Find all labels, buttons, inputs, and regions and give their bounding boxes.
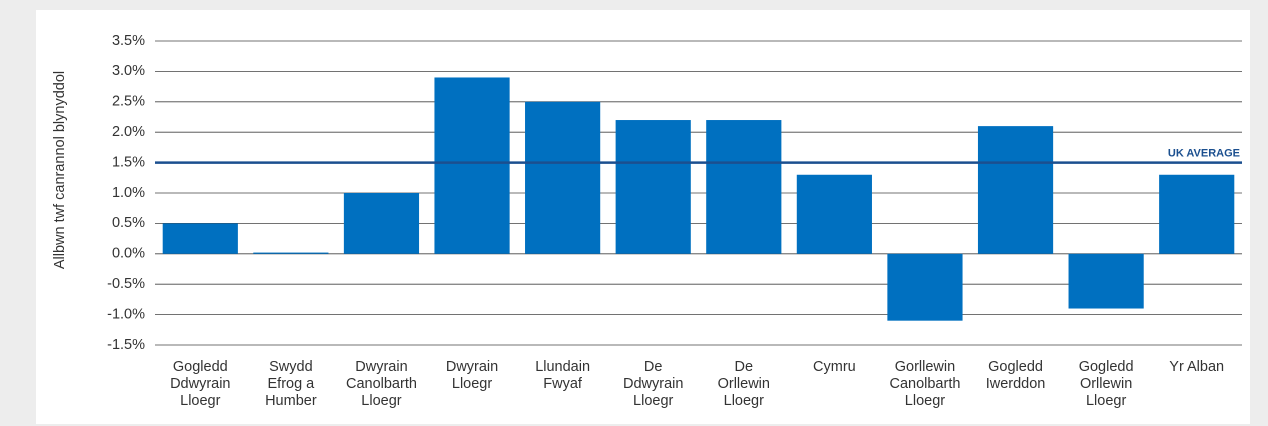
y-tick-label: -0.5% (107, 276, 145, 292)
x-tick-label-line: Dwyrain (355, 359, 407, 375)
bar (796, 174, 872, 254)
y-axis-label: Allbwn twf canrannol blynyddol (52, 71, 68, 269)
x-tick-label-line: Ddwyrain (170, 376, 230, 392)
x-tick-label: Llundain Fwyaf (535, 359, 590, 392)
bar (525, 101, 601, 254)
x-tick-label-line: Swydd (269, 359, 313, 375)
bar (977, 126, 1054, 254)
y-tick-label: -1.5% (107, 337, 145, 353)
y-tick-label: 2.0% (112, 124, 145, 140)
x-tick-label: Gorllewin Canolbarth Lloegr (889, 359, 960, 409)
x-tick-label-line: Lloegr (361, 393, 401, 409)
x-tick-label: Gogledd Ddwyrain Lloegr (170, 359, 230, 409)
x-tick-label-line: Yr Alban (1169, 359, 1224, 375)
x-tick-label-line: De (644, 359, 663, 375)
x-tick-label-line: Lloegr (633, 393, 673, 409)
x-tick-label-line: Dwyrain (446, 359, 498, 375)
bar (887, 253, 963, 321)
bar (434, 77, 510, 254)
x-tick-label-line: De (735, 359, 754, 375)
x-tick-label-line: Gogledd (1079, 359, 1134, 375)
bar (343, 193, 420, 254)
x-tick-label: Swydd Efrog a Humber (265, 359, 317, 409)
x-tick-label-line: Canolbarth (346, 376, 417, 392)
x-tick-label-line: Lloegr (180, 393, 220, 409)
x-tick-label: Dwyrain Canolbarth Lloegr (346, 359, 417, 409)
bar (253, 252, 329, 254)
reference-line-label: UK AVERAGE (1168, 148, 1240, 160)
x-tick-label-line: Orllewin (1080, 376, 1132, 392)
bar (706, 120, 782, 254)
bar (615, 120, 691, 254)
x-tick-label: Yr Alban (1169, 359, 1224, 375)
bar (162, 223, 238, 254)
y-tick-label: 1.0% (112, 185, 145, 201)
x-tick-label: De Ddwyrain Lloegr (623, 359, 683, 409)
x-tick-label-line: Canolbarth (889, 376, 960, 392)
x-tick-label: Cymru (813, 359, 856, 375)
x-tick-label-line: Lloegr (452, 376, 492, 392)
x-tick-label-line: Ddwyrain (623, 376, 683, 392)
x-tick-label-line: Llundain (535, 359, 590, 375)
y-tick-label: 3.0% (112, 63, 145, 79)
y-tick-label: 1.5% (112, 154, 145, 170)
x-tick-label-line: Lloegr (905, 393, 945, 409)
x-tick-label-line: Fwyaf (543, 376, 583, 392)
x-tick-label: Dwyrain Lloegr (446, 359, 498, 392)
y-tick-label: 0.0% (112, 246, 145, 262)
x-tick-label-line: Humber (265, 393, 317, 409)
x-tick-label: De Orllewin Lloegr (718, 359, 770, 409)
x-tick-label-line: Lloegr (724, 393, 764, 409)
x-tick-label-line: Lloegr (1086, 393, 1126, 409)
x-tick-label-line: Gogledd (173, 359, 228, 375)
x-tick-label: Gogledd Iwerddon (986, 359, 1046, 392)
y-tick-label: 2.5% (112, 94, 145, 110)
x-tick-label-line: Gorllewin (895, 359, 955, 375)
x-tick-label-line: Gogledd (988, 359, 1043, 375)
y-tick-label: -1.0% (107, 306, 145, 322)
bar (1068, 253, 1144, 309)
x-tick-label-line: Efrog a (268, 376, 316, 392)
bar (1159, 174, 1235, 254)
x-tick-label-line: Iwerddon (986, 376, 1046, 392)
y-tick-label: 3.5% (112, 33, 145, 49)
y-tick-label: 0.5% (112, 215, 145, 231)
x-tick-label-line: Orllewin (718, 376, 770, 392)
x-tick-label-line: Cymru (813, 359, 856, 375)
x-tick-label: Gogledd Orllewin Lloegr (1079, 359, 1134, 409)
